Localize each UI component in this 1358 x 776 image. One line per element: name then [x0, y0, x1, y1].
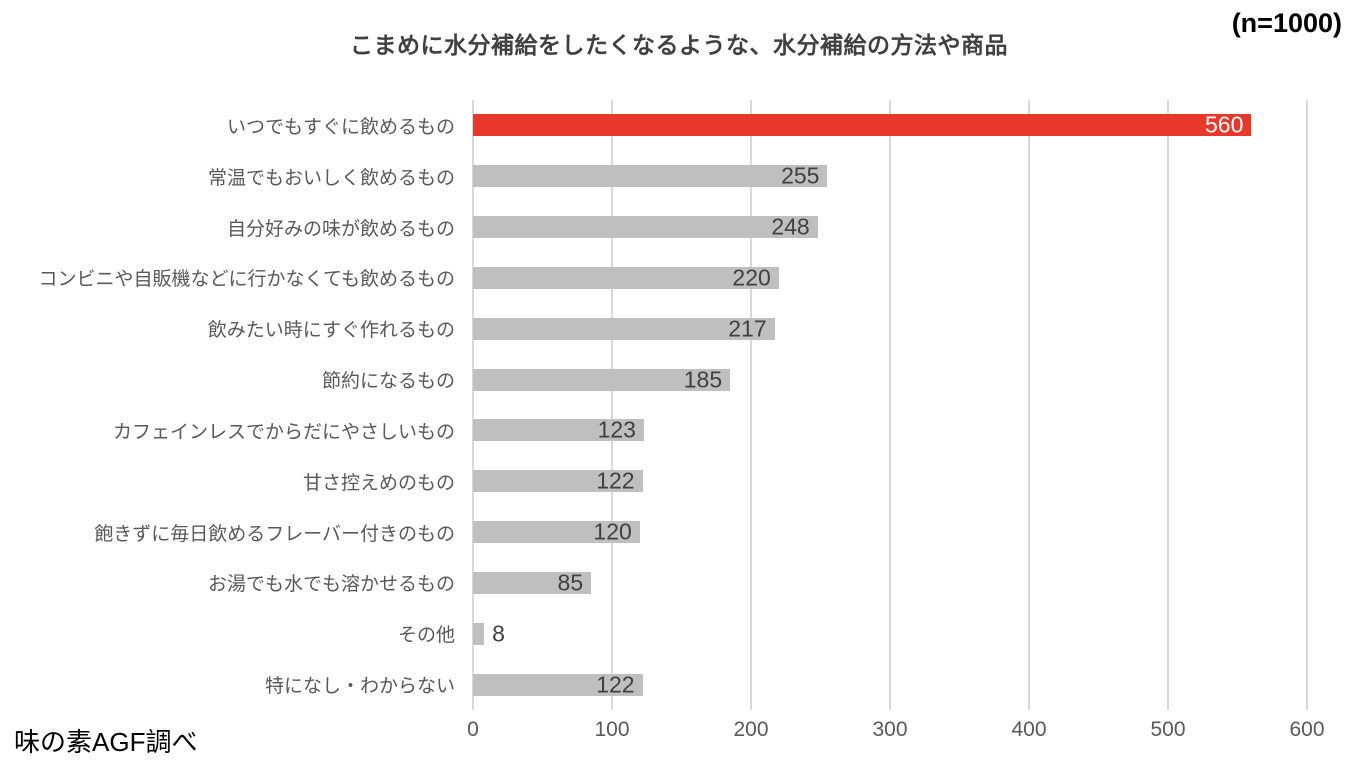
data-label: 122	[596, 467, 635, 494]
bar-track: 248	[473, 202, 1307, 253]
source-label: 味の素AGF調べ	[14, 727, 198, 757]
gridline-100	[610, 100, 613, 710]
x-tick-label: 100	[594, 718, 630, 741]
bar	[473, 571, 592, 594]
category-label: 特になし・わからない	[264, 676, 455, 698]
category-label: いつでもすぐに飲めるもの	[226, 116, 455, 138]
category-label: 自分好みの味が飲めるもの	[226, 218, 455, 240]
data-label: 255	[781, 162, 820, 189]
bar-row: 甘さ控えめのもの 122	[303, 456, 1307, 507]
gridline-600	[1306, 100, 1308, 710]
data-label: 123	[597, 416, 636, 443]
x-tick-label: 400	[1011, 718, 1047, 741]
chart-title: こまめに水分補給をしたくなるような、水分補給の方法や商品	[350, 32, 1008, 58]
category-label: 常温でもおいしく飲めるもの	[207, 167, 455, 189]
bar-row: お湯でも水でも溶かせるもの 85	[208, 557, 1307, 608]
bar-row: コンビニや自販機などに行かなくても飲めるもの 220	[39, 252, 1307, 303]
data-label: 248	[771, 213, 810, 240]
data-label: 220	[732, 264, 771, 291]
bar	[473, 165, 828, 188]
data-label: 122	[596, 671, 635, 698]
data-label: 185	[683, 366, 723, 393]
bar-track: 255	[473, 151, 1307, 202]
bar-track: 120	[473, 507, 1307, 558]
bar-track: 185	[473, 354, 1307, 405]
bar-row: 節約になるもの 185	[322, 354, 1307, 405]
bar-row: その他 8	[398, 608, 1307, 659]
gridline-400	[1027, 100, 1030, 710]
data-label: 85	[557, 569, 584, 596]
bar-row: 特になし・わからない 122	[265, 659, 1307, 710]
bar	[473, 622, 485, 645]
x-tick-label: 200	[733, 718, 769, 741]
bar	[473, 470, 643, 493]
category-label: カフェインレスでからだにやさしいもの	[112, 421, 455, 443]
data-label: 8	[492, 620, 505, 647]
bar-row: カフェインレスでからだにやさしいもの 123	[113, 405, 1307, 456]
gridline-0	[472, 100, 474, 710]
bar-row: 自分好みの味が飲めるもの 248	[227, 202, 1307, 253]
bar	[473, 419, 644, 442]
sample-size-label: (n=1000)	[1231, 8, 1342, 38]
bar-track: 560	[473, 100, 1307, 151]
x-tick-label: 600	[1289, 718, 1325, 741]
x-tick-label: 300	[872, 718, 908, 741]
bar	[473, 521, 640, 544]
category-label: その他	[397, 625, 455, 647]
bar-row: 常温でもおいしく飲めるもの 255	[208, 151, 1307, 202]
category-label: コンビニや自販機などに行かなくても飲めるもの	[38, 269, 455, 291]
x-tick-label: 500	[1150, 718, 1186, 741]
bar-row: 飽きずに毎日飲めるフレーバー付きのもの 120	[94, 507, 1307, 558]
category-label: お湯でも水でも溶かせるもの	[207, 574, 455, 596]
bar	[473, 673, 643, 696]
bar-track: 220	[473, 252, 1307, 303]
gridline-300	[889, 100, 891, 710]
bar-rows: いつでもすぐに飲めるもの 560 常温でもおいしく飲めるもの 255 自分好みの味が飲め…	[39, 100, 1307, 710]
x-axis: 0 100 200 300 400 500 600	[467, 718, 1324, 754]
bar-row: いつでもすぐに飲めるもの 560	[227, 100, 1307, 151]
bar-track: 8	[473, 608, 1307, 659]
bar	[473, 266, 779, 289]
bar	[473, 317, 775, 340]
data-label: 217	[728, 315, 767, 342]
data-label: 560	[1205, 111, 1244, 138]
bar	[473, 368, 731, 391]
category-label: 甘さ控えめのもの	[302, 472, 455, 494]
category-label: 節約になるもの	[321, 371, 455, 393]
bar-row: 飲みたい時にすぐ作れるもの 217	[208, 303, 1307, 354]
bar	[473, 216, 818, 239]
bar-track: 217	[473, 303, 1307, 354]
bar-highlighted	[473, 114, 1252, 137]
gridline-200	[749, 100, 752, 710]
bar-track: 85	[473, 557, 1307, 608]
chart-body: いつでもすぐに飲めるもの 560 常温でもおいしく飲めるもの 255 自分好みの味が飲め…	[0, 100, 1308, 710]
data-label: 120	[593, 518, 632, 545]
bar-track: 123	[473, 405, 1307, 456]
category-label: 飲みたい時にすぐ作れるもの	[207, 320, 455, 342]
plot-area: いつでもすぐに飲めるもの 560 常温でもおいしく飲めるもの 255 自分好みの味が飲め…	[39, 100, 1308, 710]
bar-track: 122	[473, 456, 1307, 507]
x-tick-label: 0	[467, 718, 479, 741]
category-label: 飽きずに毎日飲めるフレーバー付きのもの	[94, 523, 455, 545]
gridline-500	[1167, 100, 1169, 710]
bar-track: 122	[473, 659, 1307, 710]
